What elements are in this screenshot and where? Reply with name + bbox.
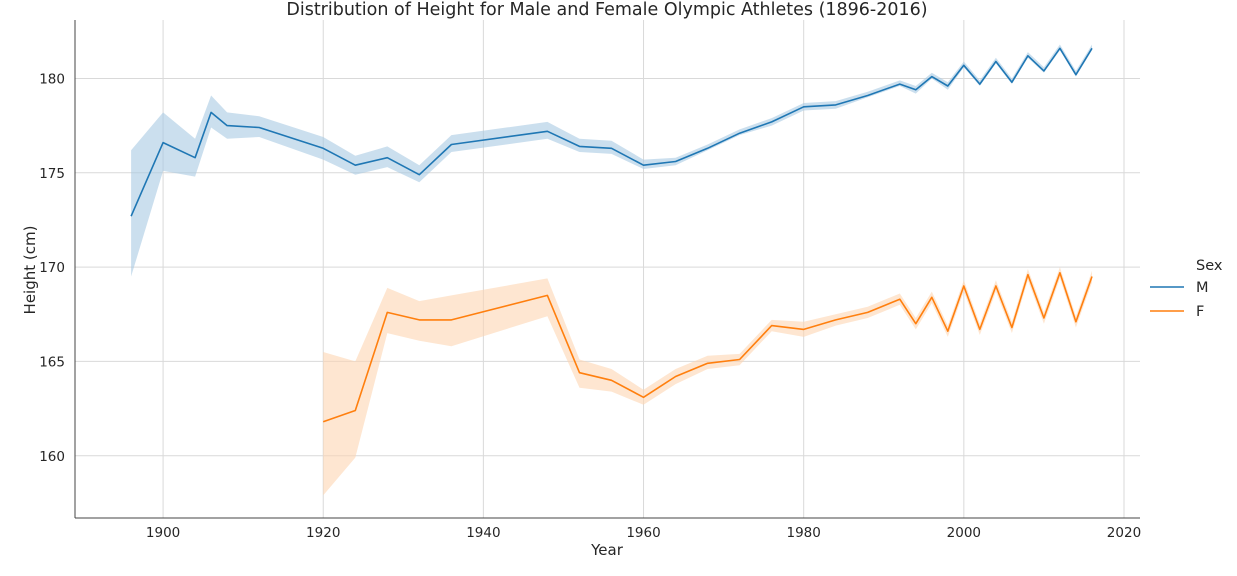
x-tick-labels: 1900 1920 1940 1960 1980 2000 2020: [146, 525, 1141, 541]
y-tick-labels: 160 165 170 175 180: [39, 71, 65, 464]
legend-title: Sex: [1196, 258, 1223, 274]
y-tick-label: 165: [39, 354, 65, 370]
confidence-band-m: [131, 44, 1093, 277]
x-tick-label: 2020: [1107, 525, 1141, 541]
grid: [75, 20, 1140, 518]
legend-label-m: M: [1196, 280, 1209, 296]
legend-label-f: F: [1196, 304, 1204, 320]
y-tick-label: 170: [39, 260, 65, 276]
legend: Sex MF: [1150, 258, 1223, 320]
chart-title: Distribution of Height for Male and Fema…: [286, 0, 927, 20]
x-tick-label: 1960: [626, 525, 660, 541]
confidence-bands: [131, 44, 1093, 496]
series-line-m: [130, 47, 1093, 217]
y-tick-label: 180: [39, 71, 65, 87]
x-tick-label: 1980: [787, 525, 821, 541]
axes: [74, 20, 1140, 519]
x-tick-label: 1900: [146, 525, 180, 541]
x-tick-label: 2000: [947, 525, 981, 541]
confidence-band-f: [323, 267, 1092, 496]
y-axis-label: Height (cm): [21, 226, 39, 315]
series-lines: [130, 47, 1093, 423]
y-tick-label: 160: [39, 449, 65, 465]
series-line-f: [322, 271, 1093, 423]
x-tick-label: 1940: [466, 525, 500, 541]
x-tick-label: 1920: [306, 525, 340, 541]
y-tick-label: 175: [39, 166, 65, 182]
x-axis-label: Year: [590, 541, 624, 559]
